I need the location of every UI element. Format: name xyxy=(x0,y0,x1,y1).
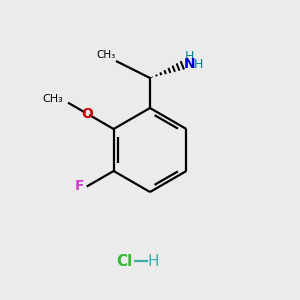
Text: H: H xyxy=(185,50,195,63)
Text: N: N xyxy=(184,58,196,71)
Text: H: H xyxy=(147,254,159,268)
Text: Cl: Cl xyxy=(116,254,133,268)
Text: F: F xyxy=(75,179,85,193)
Text: H: H xyxy=(194,58,203,71)
Text: O: O xyxy=(82,107,94,121)
Text: CH₃: CH₃ xyxy=(96,50,116,60)
Text: CH₃: CH₃ xyxy=(42,94,63,104)
